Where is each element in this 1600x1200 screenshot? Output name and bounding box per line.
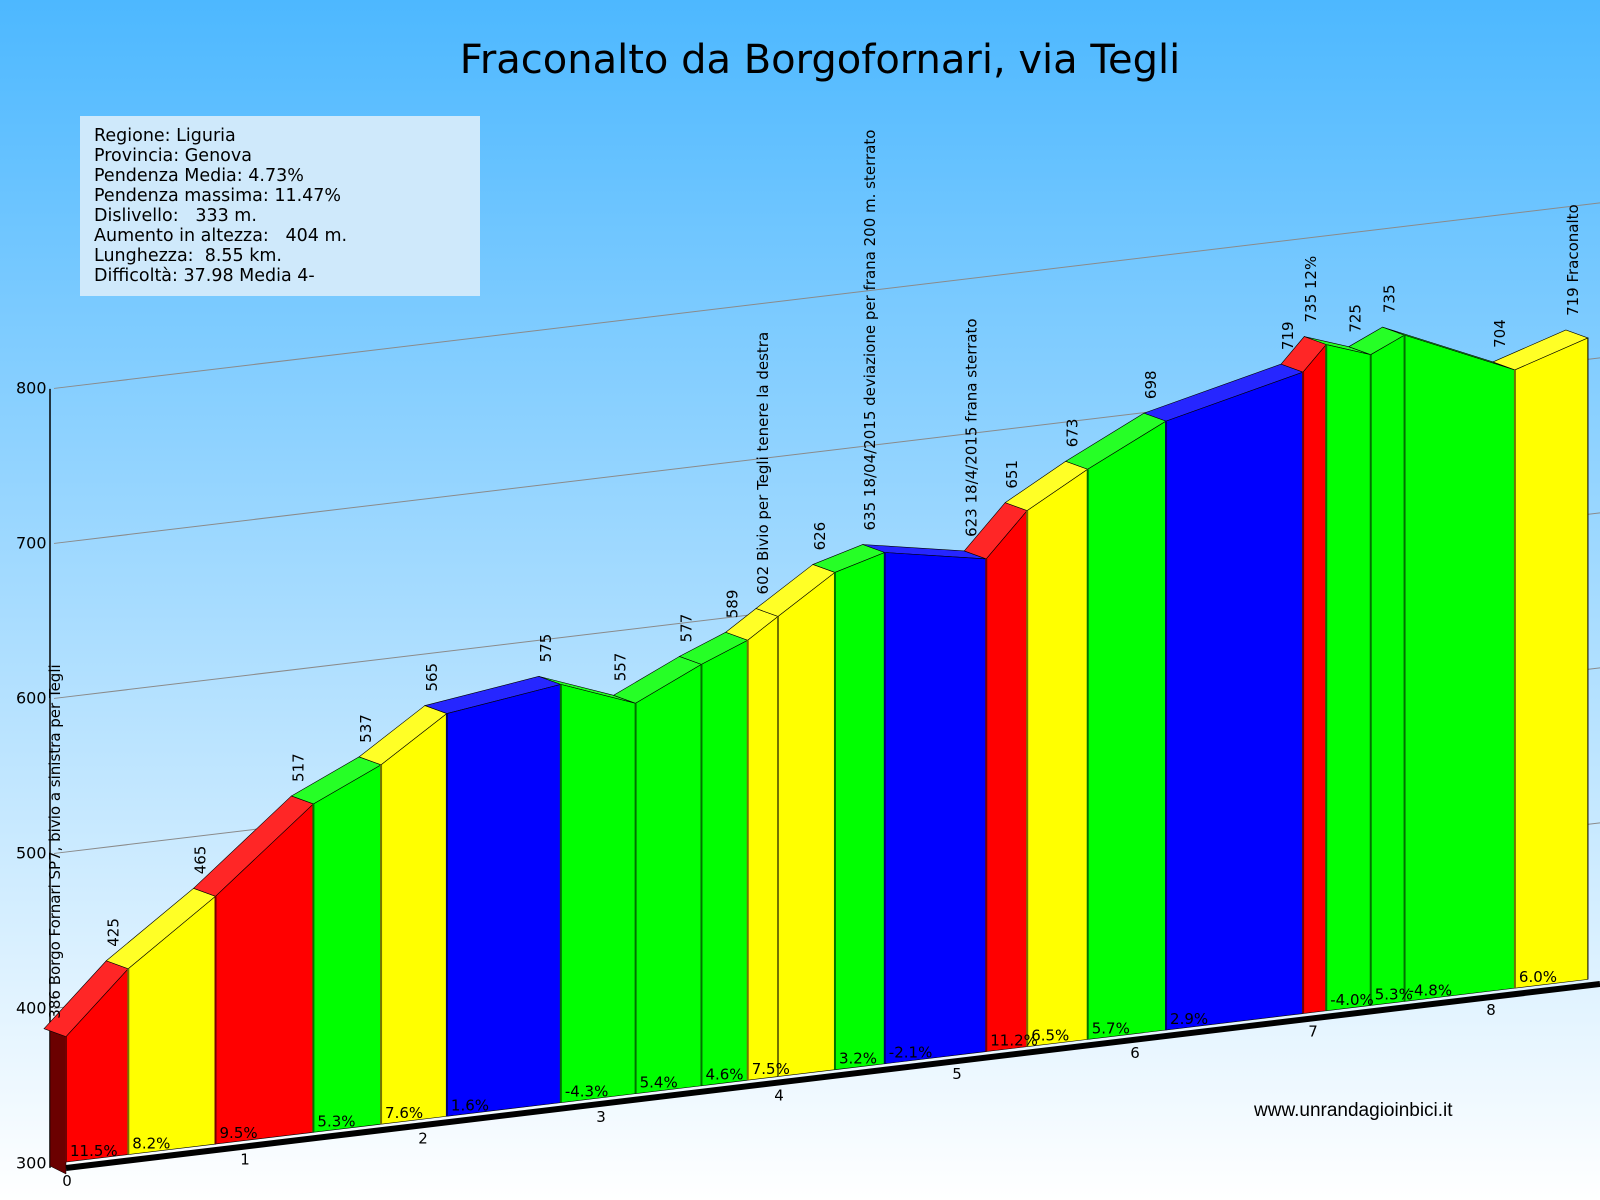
info-line-regione: Regione: Liguria [94,126,236,146]
km-tick-label: 4 [774,1087,784,1105]
segment-face [1370,334,1405,1006]
website-credit: www.unrandagioinbici.it [1254,1100,1453,1121]
elevation-label: 704 [1491,319,1509,348]
gradient-label: 6.0% [1519,968,1557,986]
y-axis: 300 400 500 600 700 800 [16,378,51,1172]
gradient-label: 7.6% [385,1104,423,1122]
x-axis-base: 0 1 2 3 4 5 6 7 8 [62,980,1600,1190]
elevation-label: 673 [1064,419,1082,448]
km-tick-label: 8 [1486,1001,1496,1019]
gradient-label: 8.2% [132,1135,170,1153]
info-line-pendenza-massima: Pendenza massima: 11.47% [94,186,342,206]
segment-face [1514,337,1589,989]
km-tick-label: 0 [62,1172,72,1190]
elevation-label: 602 Bivio per Tegli tenere la destra [754,332,772,595]
segment-face [1302,343,1327,1014]
y-tick-label: 700 [16,533,47,552]
gradient-label: 5.3% [317,1112,355,1130]
gradient-label: 11.2% [990,1032,1038,1050]
elevation-label: 719 [1279,321,1297,350]
y-tick-label: 500 [16,843,47,862]
elevation-label: 735 [1381,284,1399,313]
elevation-label: 557 [612,653,630,682]
info-line-dislivello: Dislivello: 333 m. [94,206,257,226]
gradient-label: -4.8% [1409,981,1453,999]
elevation-label: 577 [677,614,695,643]
gradient-label: 3.2% [839,1050,877,1068]
km-tick-label: 6 [1130,1044,1140,1062]
y-tick-label: 600 [16,688,47,707]
segment-face [380,712,448,1125]
segment-face [313,764,382,1133]
gradient-label: 4.6% [705,1066,743,1084]
elevation-label: 719 Fraconalto [1564,204,1582,316]
gridline [53,202,1600,389]
y-tick-label: 300 [16,1153,47,1172]
segment-face [985,509,1028,1052]
start-point-label: 386 Borgo Fornari SP7, bivio a sinistra … [46,664,64,1018]
gradient-label: 5.4% [640,1074,678,1092]
km-tick-label: 5 [952,1065,962,1083]
x-axis-baseline [65,980,1600,1171]
gradient-label: 7.5% [752,1060,790,1078]
gradient-label: -4.3% [565,1083,609,1101]
elevation-label: 735 12% [1302,256,1320,323]
chart-labels: 386 Borgo Fornari SP7, bivio a sinistra … [46,130,1582,1160]
segment-face [701,639,749,1087]
elevation-label: 698 [1142,370,1160,399]
segment-face [747,615,779,1081]
segment-face [635,663,702,1094]
gradient-label: 6.5% [1031,1027,1069,1045]
elevation-label: 623 18/4/2015 frana sterrato [962,318,980,536]
info-box: Regione: Liguria Provincia: Genova Pende… [80,116,480,296]
elevation-label: 635 18/04/2015 deviazione per frana 200 … [861,130,879,531]
segment-face [1087,420,1167,1040]
start-pillar [49,1026,67,1175]
chart-title: Fraconalto da Borgofornari, via Tegli [460,37,1181,83]
elevation-label: 517 [289,753,307,782]
info-line-pendenza-media: Pendenza Media: 4.73% [94,166,304,186]
km-tick-label: 7 [1308,1022,1318,1040]
gradient-label: 5.3% [1375,985,1413,1003]
elevation-label: 725 [1347,304,1365,333]
gradient-label: 2.9% [1170,1010,1208,1028]
elevation-label: 626 [811,522,829,551]
gradient-label: 9.5% [220,1124,258,1142]
km-tick-label: 1 [240,1151,250,1169]
gradient-label: 5.7% [1092,1019,1130,1037]
y-tick-label: 800 [16,378,47,397]
segment-face [1325,344,1372,1012]
info-line-difficolta: Difficoltà: 37.98 Media 4- [94,266,315,286]
elevation-label: 589 [724,590,742,619]
info-line-provincia: Provincia: Genova [94,146,252,166]
info-line-lunghezza: Lunghezza: 8.55 km. [94,246,282,266]
segment-face [884,552,987,1065]
km-tick-label: 2 [418,1129,428,1147]
gradient-label: -4.0% [1330,991,1374,1009]
info-line-aumento: Aumento in altezza: 404 m. [94,226,348,246]
elevation-label: 651 [1003,460,1021,489]
km-tick-label: 3 [596,1108,606,1126]
elevation-label: 565 [423,663,441,692]
gradient-label: 1.6% [451,1096,489,1114]
y-tick-label: 400 [16,998,47,1017]
segment-face [1026,468,1089,1047]
segment-face [560,683,636,1103]
profile-segments [43,326,1589,1175]
elevation-label: 425 [104,918,122,947]
gradient-label: 11.5% [70,1142,118,1160]
segment-face [1404,334,1516,1002]
segment-face [777,571,836,1077]
elevation-label: 465 [192,846,210,875]
gradient-label: -2.1% [889,1044,933,1062]
segment-face [446,683,562,1117]
elevation-label: 537 [357,714,375,743]
elevation-label: 575 [537,634,555,663]
segment-face [1165,371,1304,1031]
segment-face [834,552,886,1071]
